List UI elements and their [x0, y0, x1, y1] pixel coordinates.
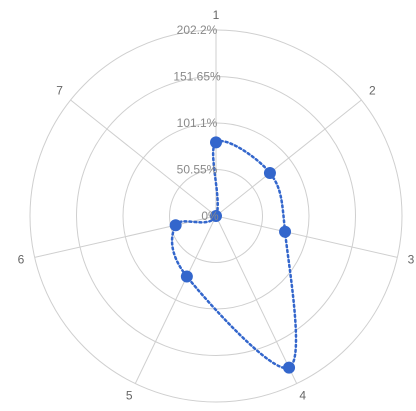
category-labels: 1 2 3 4 5 6 7 — [18, 8, 415, 402]
data-point-2[interactable] — [263, 166, 276, 179]
tick-label: 202.2% — [177, 23, 218, 37]
spoke-4 — [215, 215, 298, 384]
tick-labels: 0% 50.55% 101.1% 151.65% 202.2% — [173, 23, 221, 223]
category-label-3: 3 — [408, 253, 415, 267]
spoke-7 — [70, 99, 217, 217]
category-label-1: 1 — [213, 8, 220, 22]
data-point-1[interactable] — [210, 136, 222, 149]
spoke-6 — [34, 215, 217, 258]
tick-label: 0% — [201, 209, 219, 223]
spoke-3 — [215, 215, 398, 258]
data-point-4[interactable] — [283, 361, 296, 374]
data-point-6[interactable] — [169, 219, 182, 232]
series-layer — [169, 136, 298, 374]
data-point-5[interactable] — [180, 270, 193, 283]
tick-label: 151.65% — [173, 70, 221, 84]
tick-label: 50.55% — [177, 163, 218, 177]
spoke-5 — [134, 215, 217, 384]
category-label-5: 5 — [126, 388, 133, 402]
category-label-4: 4 — [299, 388, 306, 402]
spoke-2 — [215, 99, 362, 217]
category-label-2: 2 — [369, 83, 376, 97]
data-point-7[interactable] — [210, 210, 222, 222]
data-point-3[interactable] — [279, 225, 292, 238]
category-label-7: 7 — [56, 83, 63, 97]
tick-label: 101.1% — [177, 116, 218, 130]
category-label-6: 6 — [18, 253, 25, 267]
